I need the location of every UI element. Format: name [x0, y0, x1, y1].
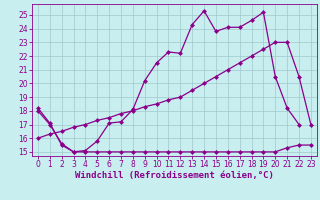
X-axis label: Windchill (Refroidissement éolien,°C): Windchill (Refroidissement éolien,°C) — [75, 171, 274, 180]
